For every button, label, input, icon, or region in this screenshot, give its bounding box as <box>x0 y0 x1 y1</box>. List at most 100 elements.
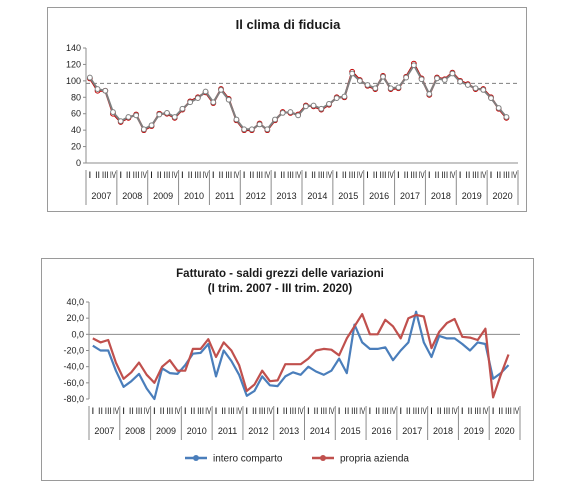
x-quarter-label: II <box>314 406 319 416</box>
data-point <box>264 126 271 133</box>
y-tick-label: -60,0 <box>63 378 84 388</box>
x-quarter-label: IV <box>328 406 334 416</box>
x-quarter-label: I <box>366 170 369 180</box>
series-line <box>89 62 508 132</box>
x-quarter-label: III <box>289 406 296 416</box>
x-quarter-label: I <box>153 406 156 416</box>
x-quarter-label: IV <box>326 170 332 180</box>
y-tick-label: 100 <box>66 76 81 86</box>
x-quarter-label: III <box>503 170 510 180</box>
data-point <box>179 105 186 112</box>
data-point <box>194 95 201 102</box>
data-point <box>434 75 440 82</box>
x-quarter-label: II <box>496 170 501 180</box>
data-point <box>148 122 155 129</box>
chart-panel-fatturato: Fatturato - saldi grezzi delle variazion… <box>41 258 534 481</box>
x-quarter-label: IV <box>480 170 486 180</box>
x-quarter-label: I <box>91 406 94 416</box>
data-point <box>302 103 309 110</box>
y-tick-label: 140 <box>66 43 81 53</box>
x-quarter-label: III <box>197 406 204 416</box>
x-quarter-label: I <box>307 406 310 416</box>
x-quarter-label: I <box>274 170 277 180</box>
x-quarter-label: I <box>368 406 371 416</box>
data-point <box>295 112 302 119</box>
x-year-label: 2017 <box>400 191 420 201</box>
y-tick-label: -40,0 <box>63 362 84 372</box>
y-tick-label: 20,0 <box>66 313 84 323</box>
x-quarter-label: II <box>188 170 193 180</box>
x-quarter-label: II <box>465 170 470 180</box>
x-quarter-label: I <box>492 406 495 416</box>
x-quarter-label: II <box>498 406 503 416</box>
data-point <box>372 85 379 92</box>
x-year-label: 2014 <box>310 426 330 436</box>
x-quarter-label: I <box>214 406 217 416</box>
x-year-label: 2018 <box>431 191 451 201</box>
x-year-label: 2013 <box>279 426 299 436</box>
x-year-label: 2007 <box>91 191 111 201</box>
data-point <box>472 85 479 92</box>
x-quarter-label: I <box>245 406 248 416</box>
x-quarter-label: II <box>126 170 131 180</box>
x-quarter-label: IV <box>511 170 517 180</box>
legend-marker <box>320 455 326 461</box>
x-quarter-label: I <box>338 406 341 416</box>
x-quarter-label: IV <box>203 170 209 180</box>
x-quarter-label: III <box>287 170 294 180</box>
x-quarter-label: IV <box>357 170 363 180</box>
x-quarter-label: III <box>413 406 420 416</box>
data-point <box>503 114 510 120</box>
data-point <box>86 74 93 81</box>
y-tick-label: 20 <box>71 142 81 152</box>
x-quarter-label: IV <box>236 406 242 416</box>
x-quarter-label: II <box>406 406 411 416</box>
x-quarter-label: I <box>119 170 122 180</box>
x-year-label: 2019 <box>462 191 482 201</box>
x-year-label: 2008 <box>125 426 145 436</box>
data-point <box>310 102 317 109</box>
y-tick-label: 60 <box>71 109 81 119</box>
x-quarter-label: III <box>136 406 143 416</box>
data-point <box>272 116 278 123</box>
chart-panel-clima: Il clima di fiducia 0 20 40 60 80 100 120 140 I II… <box>47 7 527 212</box>
x-quarter-label: IV <box>298 406 304 416</box>
x-quarter-label: IV <box>175 406 181 416</box>
x-year-label: 2014 <box>307 191 327 201</box>
x-year-label: 2018 <box>433 426 453 436</box>
data-point <box>349 70 356 77</box>
x-quarter-label: III <box>102 170 109 180</box>
x-quarter-label: I <box>243 170 246 180</box>
chart-title-line: Fatturato - saldi grezzi delle variazion… <box>176 268 384 280</box>
x-quarter-label: I <box>428 170 431 180</box>
x-quarter-label: II <box>467 406 472 416</box>
x-quarter-label: III <box>228 406 235 416</box>
x-quarter-label: III <box>256 170 263 180</box>
legend-label: intero comparto <box>213 454 283 465</box>
x-year-label: 2013 <box>277 191 297 201</box>
y-tick-label: -20,0 <box>63 346 84 356</box>
x-quarter-label: IV <box>482 406 488 416</box>
chart-title-line: Il clima di fiducia <box>236 17 342 32</box>
x-quarter-label: I <box>88 170 91 180</box>
x-quarter-label: IV <box>205 406 211 416</box>
data-point <box>341 93 348 100</box>
x-quarter-label: II <box>221 406 226 416</box>
x-year-label: 2015 <box>338 191 358 201</box>
x-quarter-label: I <box>122 406 125 416</box>
legend-marker <box>193 455 199 461</box>
x-quarter-label: I <box>276 406 279 416</box>
x-year-label: 2016 <box>371 426 391 436</box>
data-point <box>395 84 402 91</box>
x-quarter-label: IV <box>421 406 427 416</box>
x-quarter-label: III <box>259 406 266 416</box>
x-year-label: 2008 <box>122 191 142 201</box>
y-tick-label: 120 <box>66 59 81 69</box>
x-quarter-label: III <box>380 170 387 180</box>
data-point <box>133 112 140 119</box>
x-quarter-label: IV <box>390 406 396 416</box>
data-point <box>256 121 263 128</box>
data-point <box>202 88 209 95</box>
x-year-label: 2019 <box>464 426 484 436</box>
